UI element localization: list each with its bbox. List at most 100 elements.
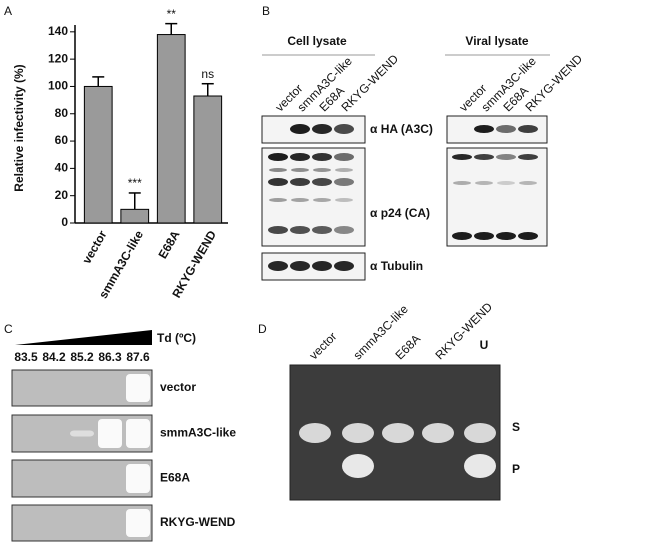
- y-tick-label: 100: [48, 79, 68, 93]
- blot-band: [312, 261, 332, 271]
- y-axis-label: Relative infectivity (%): [12, 64, 26, 191]
- bar: [193, 95, 223, 224]
- blot-title: Viral lysate: [465, 34, 528, 48]
- temperature: 86.3: [98, 350, 122, 364]
- blot-band: [291, 168, 309, 172]
- row-label: vector: [160, 380, 196, 394]
- error-bar: [92, 76, 105, 87]
- blot-band: [268, 226, 288, 234]
- blot-band: [334, 226, 354, 234]
- error-bar: [165, 22, 178, 35]
- blot-label: α HA (A3C): [370, 122, 433, 136]
- row-label: E68A: [160, 471, 190, 485]
- band-label: S: [512, 420, 520, 434]
- gel-band: [342, 423, 374, 443]
- blot-label: α p24 (CA): [370, 206, 430, 220]
- blot-band: [313, 198, 331, 202]
- lane-label: E68A: [392, 332, 423, 363]
- band-label: P: [512, 462, 520, 476]
- blot-band: [269, 198, 287, 202]
- blot-band: [497, 181, 515, 185]
- blot-band: [291, 198, 309, 202]
- panel-letter: C: [4, 322, 13, 336]
- blot-band: [290, 124, 310, 134]
- blot-band: [496, 154, 516, 160]
- blot-band: [268, 261, 288, 271]
- blot-band: [334, 178, 354, 186]
- error-bar: [201, 82, 214, 97]
- y-tick-label: 60: [55, 133, 69, 147]
- y-tick-label: 120: [48, 51, 68, 65]
- row-label: RKYG-WEND: [160, 515, 236, 529]
- blot-band: [312, 124, 332, 134]
- gel-band: [126, 509, 150, 537]
- blot-band: [518, 232, 538, 240]
- gel-band: [422, 423, 454, 443]
- gel-band: [126, 419, 150, 448]
- blot-band: [519, 181, 537, 185]
- blot-band: [475, 181, 493, 185]
- blot-band: [268, 178, 288, 186]
- lane-label: vector: [306, 329, 339, 362]
- blot-band: [290, 261, 310, 271]
- lane-label: RKYG-WEND: [432, 299, 495, 362]
- annotation: ns: [201, 67, 214, 81]
- axis-label: Td (ºC): [157, 331, 196, 345]
- blot-band: [268, 153, 288, 161]
- panel-letter: D: [258, 322, 267, 336]
- blot-band: [312, 226, 332, 234]
- gel-band: [382, 423, 414, 443]
- x-tick-label: vector: [79, 228, 109, 266]
- x-tick-label: E68A: [155, 228, 182, 261]
- blot-band: [334, 124, 354, 134]
- bar: [83, 85, 113, 224]
- blot-band: [334, 153, 354, 161]
- temperature: 87.6: [126, 350, 150, 364]
- error-bar: [128, 192, 141, 210]
- blot-band: [518, 154, 538, 160]
- gel-band: [464, 454, 496, 478]
- y-tick-label: 0: [61, 215, 68, 229]
- annotation: **: [167, 7, 177, 21]
- gel-band: [126, 374, 150, 402]
- blot-band: [312, 178, 332, 186]
- row-label: smmA3C-like: [160, 426, 236, 440]
- bar: [120, 208, 150, 224]
- blot-title: Cell lysate: [287, 34, 347, 48]
- blot-band: [313, 168, 331, 172]
- blot-band: [290, 226, 310, 234]
- annotation: ***: [128, 176, 142, 190]
- gel-band: [98, 419, 122, 448]
- blot-band: [453, 181, 471, 185]
- panel-letter: A: [4, 4, 12, 18]
- y-tick-label: 140: [48, 24, 68, 38]
- gel-band: [299, 423, 331, 443]
- blot-band: [269, 168, 287, 172]
- gel-band: [126, 464, 150, 493]
- blot-band: [474, 125, 494, 133]
- blot-band: [290, 178, 310, 186]
- band-label: U: [480, 338, 489, 352]
- temperature: 83.5: [14, 350, 38, 364]
- blot-band: [335, 168, 353, 172]
- y-tick-label: 80: [55, 106, 69, 120]
- panel-letter: B: [262, 4, 270, 18]
- blots: [261, 115, 548, 281]
- blot-band: [290, 153, 310, 161]
- blot-band: [496, 232, 516, 240]
- blot-band: [496, 125, 516, 133]
- blot-band: [452, 232, 472, 240]
- temperature: 85.2: [70, 350, 94, 364]
- blot-band: [452, 154, 472, 160]
- blot-band: [474, 232, 494, 240]
- blot-band: [334, 261, 354, 271]
- temperature: 84.2: [42, 350, 66, 364]
- gradient-wedge: [15, 330, 152, 345]
- bar: [156, 34, 186, 224]
- gel-band: [70, 430, 94, 437]
- gel-band: [342, 454, 374, 478]
- gel-band: [464, 423, 496, 443]
- blot-band: [312, 153, 332, 161]
- blot-label: α Tubulin: [370, 259, 423, 273]
